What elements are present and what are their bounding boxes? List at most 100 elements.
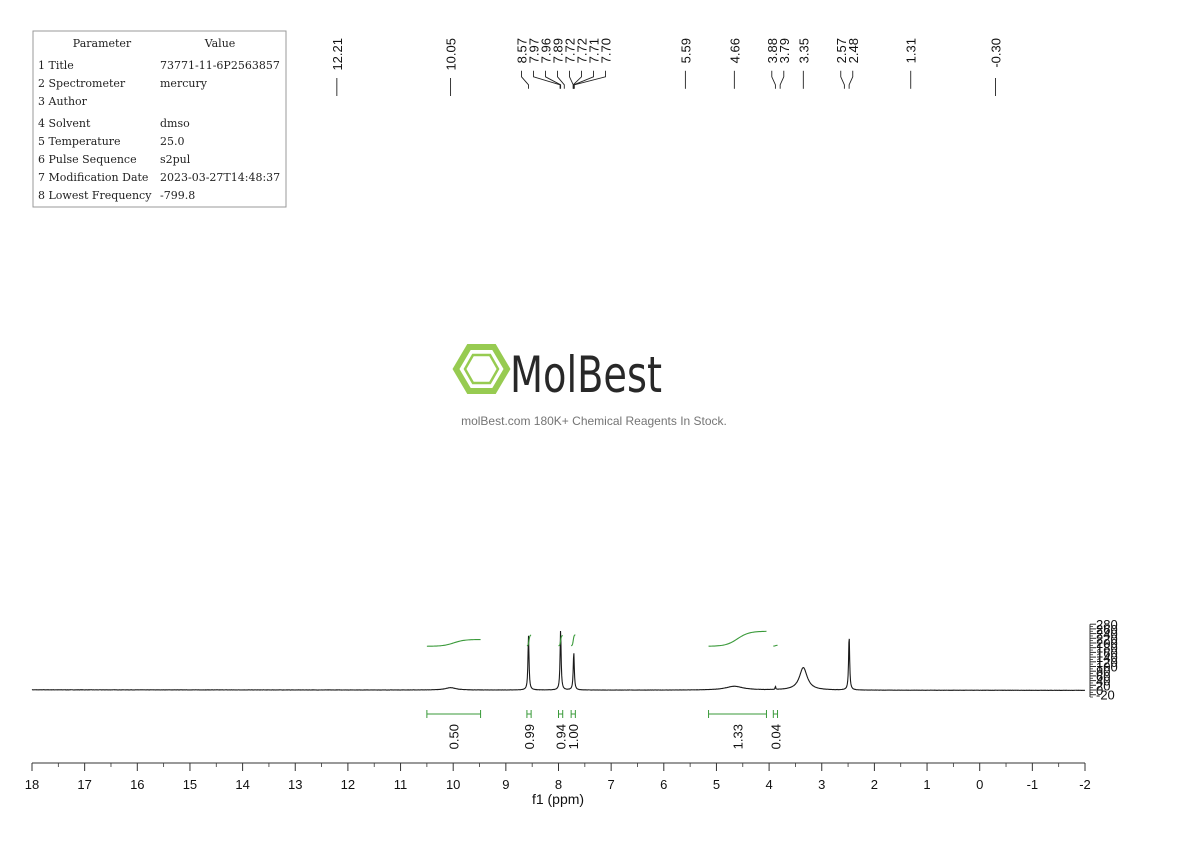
parameter-rows: 1 Title 73771-11-6P2563857 2 Spectrometer m… xyxy=(38,59,280,202)
spectrum-trace xyxy=(31,630,1086,691)
peak-label-connector xyxy=(573,70,606,89)
x-tick-label: 14 xyxy=(235,777,249,792)
watermark-brand-name: MolBest xyxy=(510,346,662,404)
x-tick-label: 8 xyxy=(555,777,562,792)
peak-label-group: 5.59 xyxy=(678,38,693,89)
parameter-name: 6 Pulse Sequence xyxy=(38,153,137,166)
parameter-table: Parameter Value 1 Title 73771-11-6P256385… xyxy=(32,30,287,208)
parameter-value: 2023-03-27T14:48:37 xyxy=(160,171,280,184)
y-tick-label: 200 xyxy=(1096,636,1118,651)
integral-curve xyxy=(426,638,481,647)
peak-label-group: 7.71 xyxy=(573,38,601,89)
peak-label: 7.70 xyxy=(598,38,613,63)
x-tick-label: 12 xyxy=(341,777,355,792)
x-axis: 18 17 16 15 14 13 12 11 10 9 8 7 6 5 4 3 2 1 0 -1 -2 xyxy=(25,762,1091,792)
peak-label-connector xyxy=(573,70,594,89)
integral-value-label: 1.00 xyxy=(566,724,581,749)
integral-value-label: 0.94 xyxy=(554,724,569,749)
y-tick-label: 20 xyxy=(1096,678,1110,693)
integral-regions: 0.50 0.99 0.941.00 1.33 0.04 xyxy=(426,630,783,749)
peak-label-group: 7.97 xyxy=(527,38,561,89)
peak-label-group: 4.66 xyxy=(727,38,742,89)
peak-label-group: 3.35 xyxy=(796,38,811,89)
peak-label: -0.30 xyxy=(988,38,1003,68)
parameter-name: 5 Temperature xyxy=(38,135,121,148)
x-tick-label: 4 xyxy=(765,777,772,792)
peak-label: 3.79 xyxy=(777,38,792,63)
parameter-value: mercury xyxy=(160,77,208,90)
integral-curve xyxy=(773,644,778,647)
peak-labels: 12.21 10.05 8.577.977.967.897.727.727.717.… xyxy=(330,38,1003,96)
integral-curve xyxy=(571,634,576,647)
y-tick-label: 40 xyxy=(1096,674,1110,689)
x-tick-label: 3 xyxy=(818,777,825,792)
peak-label-group: -0.30 xyxy=(988,38,1003,96)
integral-region: 0.50 xyxy=(426,638,482,749)
integral-value-label: 0.04 xyxy=(768,724,783,749)
x-tick-label: 17 xyxy=(77,777,91,792)
x-tick-label: 2 xyxy=(871,777,878,792)
y-tick-label: 60 xyxy=(1096,669,1110,684)
peak-label: 7.72 xyxy=(574,38,589,63)
watermark-tagline: molBest.com 180K+ Chemical Reagents In S… xyxy=(461,414,727,428)
peak-label-connector xyxy=(521,70,529,89)
y-tick-label: 220 xyxy=(1096,631,1118,646)
peak-label-group: 10.05 xyxy=(444,38,459,96)
peak-label: 12.21 xyxy=(330,38,345,71)
peak-label-group: 7.72 xyxy=(572,38,589,89)
y-tick-label: 280 xyxy=(1096,617,1118,632)
peak-label-group: 7.70 xyxy=(573,38,613,89)
integral-region: 1.33 xyxy=(708,630,767,749)
peak-label-group: 7.96 xyxy=(539,38,562,89)
peak-label-group: 1.31 xyxy=(904,38,919,89)
x-tick-label: 16 xyxy=(130,777,144,792)
x-tick-label: 0 xyxy=(976,777,983,792)
peak-label: 7.72 xyxy=(562,38,577,63)
peak-label: 8.57 xyxy=(515,38,530,63)
peak-label-connector xyxy=(545,70,562,89)
watermark: MolBest molBest.com 180K+ Chemical Reage… xyxy=(452,344,727,428)
parameter-table-frame xyxy=(32,30,287,208)
peak-label: 4.66 xyxy=(727,38,742,63)
peak-label-connector xyxy=(779,70,785,89)
parameter-value: 25.0 xyxy=(160,135,185,148)
peak-label-connector xyxy=(557,70,565,89)
peak-label-group: 12.21 xyxy=(330,38,345,96)
parameter-name: 8 Lowest Frequency xyxy=(38,189,152,202)
parameter-name: 1 Title xyxy=(38,59,74,72)
x-tick-label: -1 xyxy=(1027,777,1039,792)
peak-label-group: 3.88 xyxy=(765,38,780,89)
peak-label: 7.97 xyxy=(527,38,542,63)
y-tick-label: 120 xyxy=(1096,655,1118,670)
x-tick-label: 13 xyxy=(288,777,302,792)
x-axis-title: f1 (ppm) xyxy=(532,791,584,807)
x-tick-label: -2 xyxy=(1079,777,1091,792)
integral-curve xyxy=(558,635,563,647)
parameter-value: -799.8 xyxy=(160,189,195,202)
peak-label: 2.48 xyxy=(846,38,861,63)
peak-label: 3.35 xyxy=(796,38,811,63)
peak-label-group: 8.57 xyxy=(515,38,530,89)
peak-label: 10.05 xyxy=(444,38,459,71)
peak-label: 3.88 xyxy=(765,38,780,63)
integral-region: 0.99 xyxy=(522,634,537,749)
peak-label-connector xyxy=(771,70,776,89)
y-tick-label: 160 xyxy=(1096,645,1118,660)
peak-label: 2.57 xyxy=(834,38,849,63)
peak-label-group: 2.57 xyxy=(834,38,849,89)
x-tick-label: 11 xyxy=(394,777,408,792)
x-tick-label: 7 xyxy=(608,777,615,792)
y-tick-label: 240 xyxy=(1096,627,1118,642)
x-tick-label: 10 xyxy=(446,777,460,792)
x-tick-label: 15 xyxy=(183,777,197,792)
peak-label: 7.96 xyxy=(539,38,554,63)
peak-label-connector xyxy=(572,70,582,89)
y-tick-label: 100 xyxy=(1096,660,1118,675)
peak-label: 7.89 xyxy=(551,38,566,63)
parameter-value: dmso xyxy=(160,117,190,130)
parameter-header: Parameter xyxy=(73,37,132,50)
x-tick-label: 6 xyxy=(660,777,667,792)
integral-value-label: 0.50 xyxy=(447,724,462,749)
parameter-value: 73771-11-6P2563857 xyxy=(160,59,280,72)
